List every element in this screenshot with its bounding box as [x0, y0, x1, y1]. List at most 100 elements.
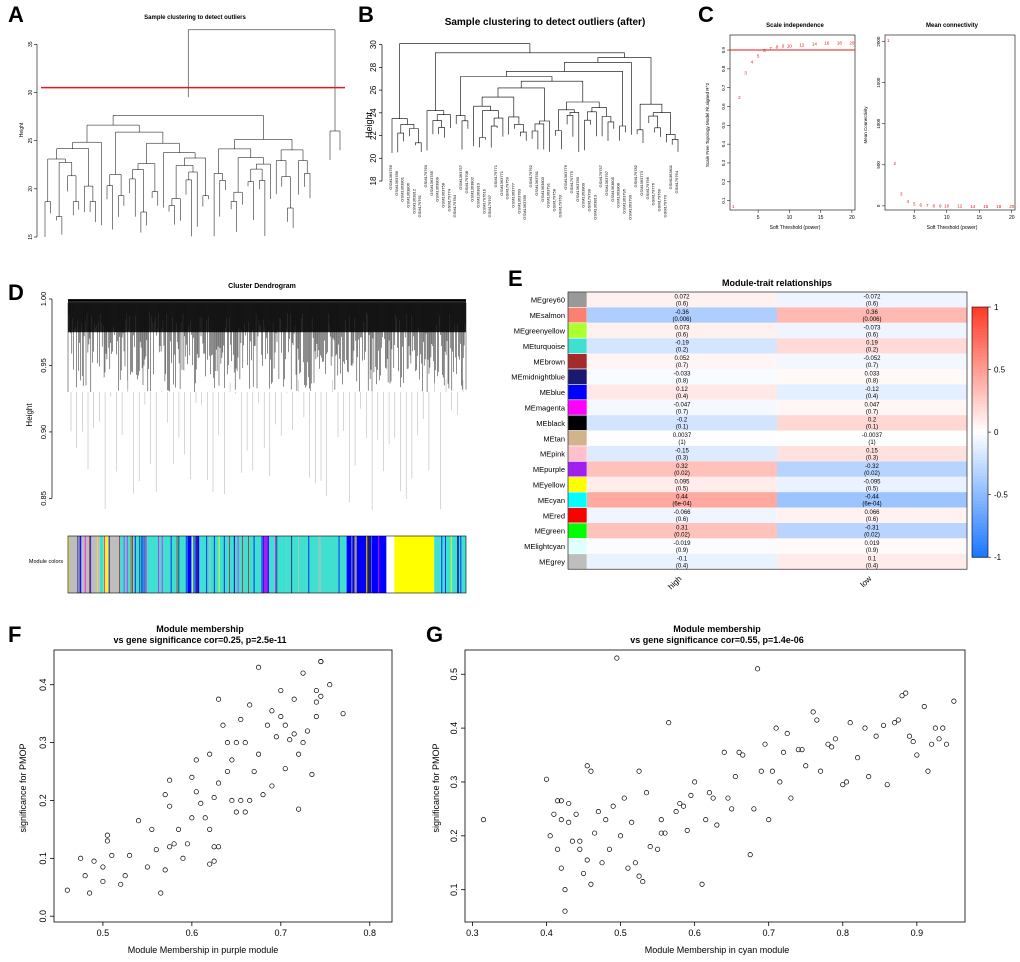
- data-point: [803, 763, 809, 769]
- cell-value-high: -0.019: [673, 541, 691, 547]
- y-tick-label: 0.3: [449, 776, 459, 789]
- legend-gradient-band: [972, 441, 988, 446]
- y-tick-label: 0.90: [39, 425, 48, 440]
- module-color-stripe: [104, 536, 105, 593]
- legend-gradient-band: [972, 353, 988, 358]
- cell-value-low: 0.033: [864, 372, 880, 378]
- module-color-stripe: [139, 536, 141, 593]
- y-tick-label: 28: [369, 62, 378, 71]
- legend-gradient-band: [972, 550, 988, 555]
- panel-f-xlabel: Module Membership in purple module: [128, 945, 279, 955]
- legend-gradient-band: [972, 419, 988, 424]
- row-color-swatch: [567, 476, 588, 493]
- leaf-label: GSM179708: [464, 170, 469, 193]
- module-color-segment: [366, 536, 371, 593]
- panel-b-yaxis: 18 20 22 24 26 28 30: [369, 40, 383, 185]
- module-color-stripe: [353, 536, 355, 593]
- data-point: [636, 873, 642, 879]
- panel-g-ylabel: significance for PMOP: [431, 743, 441, 832]
- cell-pvalue-low: (0.1): [866, 425, 878, 431]
- heatmap-cell-high: [587, 338, 777, 354]
- row-label: MEblue: [540, 388, 565, 397]
- cell-value-high: -0.047: [673, 402, 691, 408]
- row-label: MEgrey60: [531, 296, 565, 305]
- heatmap-cell-low: [777, 446, 967, 462]
- leaf-label: GSM1363799: [627, 194, 632, 219]
- data-point: [847, 720, 853, 726]
- power-label: 3: [744, 71, 747, 76]
- data-point: [932, 725, 938, 731]
- module-color-stripe: [441, 536, 443, 593]
- y-tick-label: 2000: [876, 36, 881, 47]
- leaf-label: GSM179782: [633, 164, 638, 187]
- x-tick-label: 20: [849, 215, 855, 221]
- data-point: [573, 811, 579, 817]
- module-color-stripe: [130, 536, 132, 593]
- cell-pvalue-low: (6e-04): [862, 502, 881, 508]
- data-point: [677, 800, 683, 807]
- data-point: [233, 809, 239, 815]
- legend-gradient-band: [972, 525, 988, 530]
- leaf-label: GSM179761b: [481, 188, 486, 213]
- data-point: [584, 763, 590, 769]
- data-point: [260, 792, 266, 798]
- panel-d-title: Cluster Dendrogram: [228, 283, 296, 290]
- data-point: [313, 687, 319, 694]
- data-point: [843, 779, 850, 785]
- power-label: 6: [919, 203, 922, 208]
- module-color-segment: [434, 536, 441, 593]
- module-color-stripe: [275, 536, 276, 593]
- module-color-stripe: [233, 536, 235, 593]
- module-color-stripe: [457, 536, 458, 593]
- data-point: [580, 870, 587, 877]
- power-label: 14: [812, 41, 818, 46]
- module-color-segment: [286, 536, 347, 593]
- panel-c-right-ylabel: Mean Connectivity: [863, 106, 868, 144]
- data-point: [238, 716, 244, 722]
- leaf-label: GSM1363777: [511, 182, 516, 207]
- panel-a-yaxis: 15 20 25 30 35: [28, 41, 38, 240]
- x-tick-label: 10: [787, 215, 793, 221]
- module-color-stripe: [132, 536, 134, 593]
- data-point: [880, 722, 887, 728]
- heatmap-cell-high: [587, 415, 777, 431]
- legend-gradient-band: [972, 453, 988, 458]
- plot-frame: [464, 649, 966, 923]
- leaf-label: GSM179758: [551, 188, 556, 211]
- cell-value-low: -0.072: [863, 295, 881, 301]
- legend-gradient-band: [972, 350, 988, 355]
- panel-letter-e: E: [508, 266, 523, 291]
- cell-pvalue-low: (0.006): [862, 317, 881, 323]
- heatmap-cell-low: [777, 369, 967, 385]
- cell-value-low: -0.12: [865, 387, 879, 393]
- row-color-swatch: [567, 307, 588, 324]
- module-color-stripe: [262, 536, 264, 593]
- legend-gradient-band: [972, 488, 988, 493]
- data-point: [82, 873, 88, 879]
- data-point: [666, 720, 672, 726]
- legend-gradient-band: [972, 500, 988, 505]
- power-label: 1: [732, 204, 735, 209]
- data-point: [278, 687, 284, 694]
- x-tick-label: 5: [757, 215, 760, 221]
- panel-c-left-title: Scale independence: [766, 23, 824, 29]
- leaf-label: GSM1363813: [592, 194, 597, 219]
- data-point: [242, 809, 248, 815]
- module-color-stripe: [145, 536, 147, 593]
- legend-gradient-band: [972, 444, 988, 449]
- power-label: 4: [906, 199, 909, 204]
- data-point: [127, 852, 133, 858]
- heatmap-cell-low: [777, 476, 967, 493]
- data-point: [171, 841, 177, 847]
- panel-e-module-trait-heatmap: Module-trait relationships MEgrey60 0.072…: [511, 278, 1008, 591]
- data-point: [238, 797, 244, 804]
- legend-gradient-band: [972, 463, 988, 468]
- module-color-stripe: [143, 536, 145, 593]
- data-point: [832, 736, 838, 742]
- module-color-stripe: [68, 536, 69, 593]
- panel-e-color-legend: 1 0.5 0 -0.5 -1: [971, 303, 1008, 562]
- row-color-swatch: [567, 507, 588, 524]
- row-label: MEgrey: [539, 558, 565, 567]
- data-point: [814, 717, 820, 723]
- cell-pvalue-high: (0.7): [676, 409, 688, 415]
